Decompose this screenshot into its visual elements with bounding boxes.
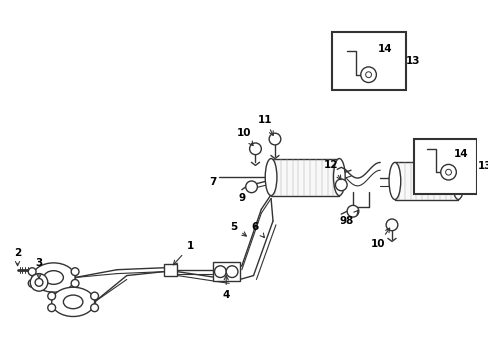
Circle shape [445, 169, 450, 175]
Text: 10: 10 [370, 228, 389, 249]
Text: 2: 2 [14, 248, 21, 266]
Ellipse shape [52, 287, 94, 316]
Bar [331, 32, 405, 90]
Text: 7: 7 [208, 177, 216, 187]
Text: 12: 12 [324, 160, 340, 180]
Text: 9: 9 [339, 216, 346, 226]
Ellipse shape [48, 292, 56, 300]
Text: 8: 8 [345, 210, 357, 226]
Text: 3: 3 [35, 258, 42, 278]
Ellipse shape [44, 271, 63, 284]
Circle shape [30, 274, 48, 291]
Text: 4: 4 [222, 276, 229, 300]
Ellipse shape [463, 174, 471, 188]
Circle shape [365, 72, 371, 78]
Text: 1: 1 [173, 241, 193, 265]
Text: 13: 13 [406, 56, 420, 66]
Ellipse shape [333, 158, 345, 195]
Bar [212, 262, 240, 282]
Circle shape [214, 266, 226, 278]
Ellipse shape [264, 158, 276, 195]
Ellipse shape [32, 263, 75, 292]
Ellipse shape [451, 162, 463, 199]
Circle shape [35, 279, 43, 286]
Ellipse shape [28, 268, 36, 275]
Circle shape [268, 133, 280, 145]
Ellipse shape [71, 268, 79, 275]
Text: 14: 14 [453, 149, 468, 159]
Ellipse shape [71, 279, 79, 287]
Ellipse shape [28, 279, 36, 287]
Text: 6: 6 [251, 222, 264, 238]
Ellipse shape [388, 162, 400, 199]
Text: 10: 10 [236, 128, 253, 145]
Circle shape [360, 67, 376, 82]
Text: 9: 9 [238, 193, 245, 203]
Ellipse shape [90, 304, 98, 312]
Bar [163, 264, 177, 275]
Circle shape [249, 143, 261, 155]
Circle shape [226, 266, 238, 278]
Circle shape [386, 219, 397, 231]
Circle shape [335, 179, 346, 191]
Text: 11: 11 [258, 114, 273, 135]
Text: 5: 5 [230, 222, 246, 236]
Bar [413, 139, 476, 194]
Ellipse shape [90, 292, 98, 300]
Text: 14: 14 [377, 44, 392, 54]
Bar [270, 158, 339, 195]
Text: 13: 13 [476, 161, 488, 171]
Circle shape [440, 165, 455, 180]
Circle shape [245, 181, 257, 193]
Ellipse shape [48, 304, 56, 312]
Ellipse shape [63, 295, 82, 309]
Circle shape [346, 205, 358, 217]
Bar [394, 162, 457, 199]
